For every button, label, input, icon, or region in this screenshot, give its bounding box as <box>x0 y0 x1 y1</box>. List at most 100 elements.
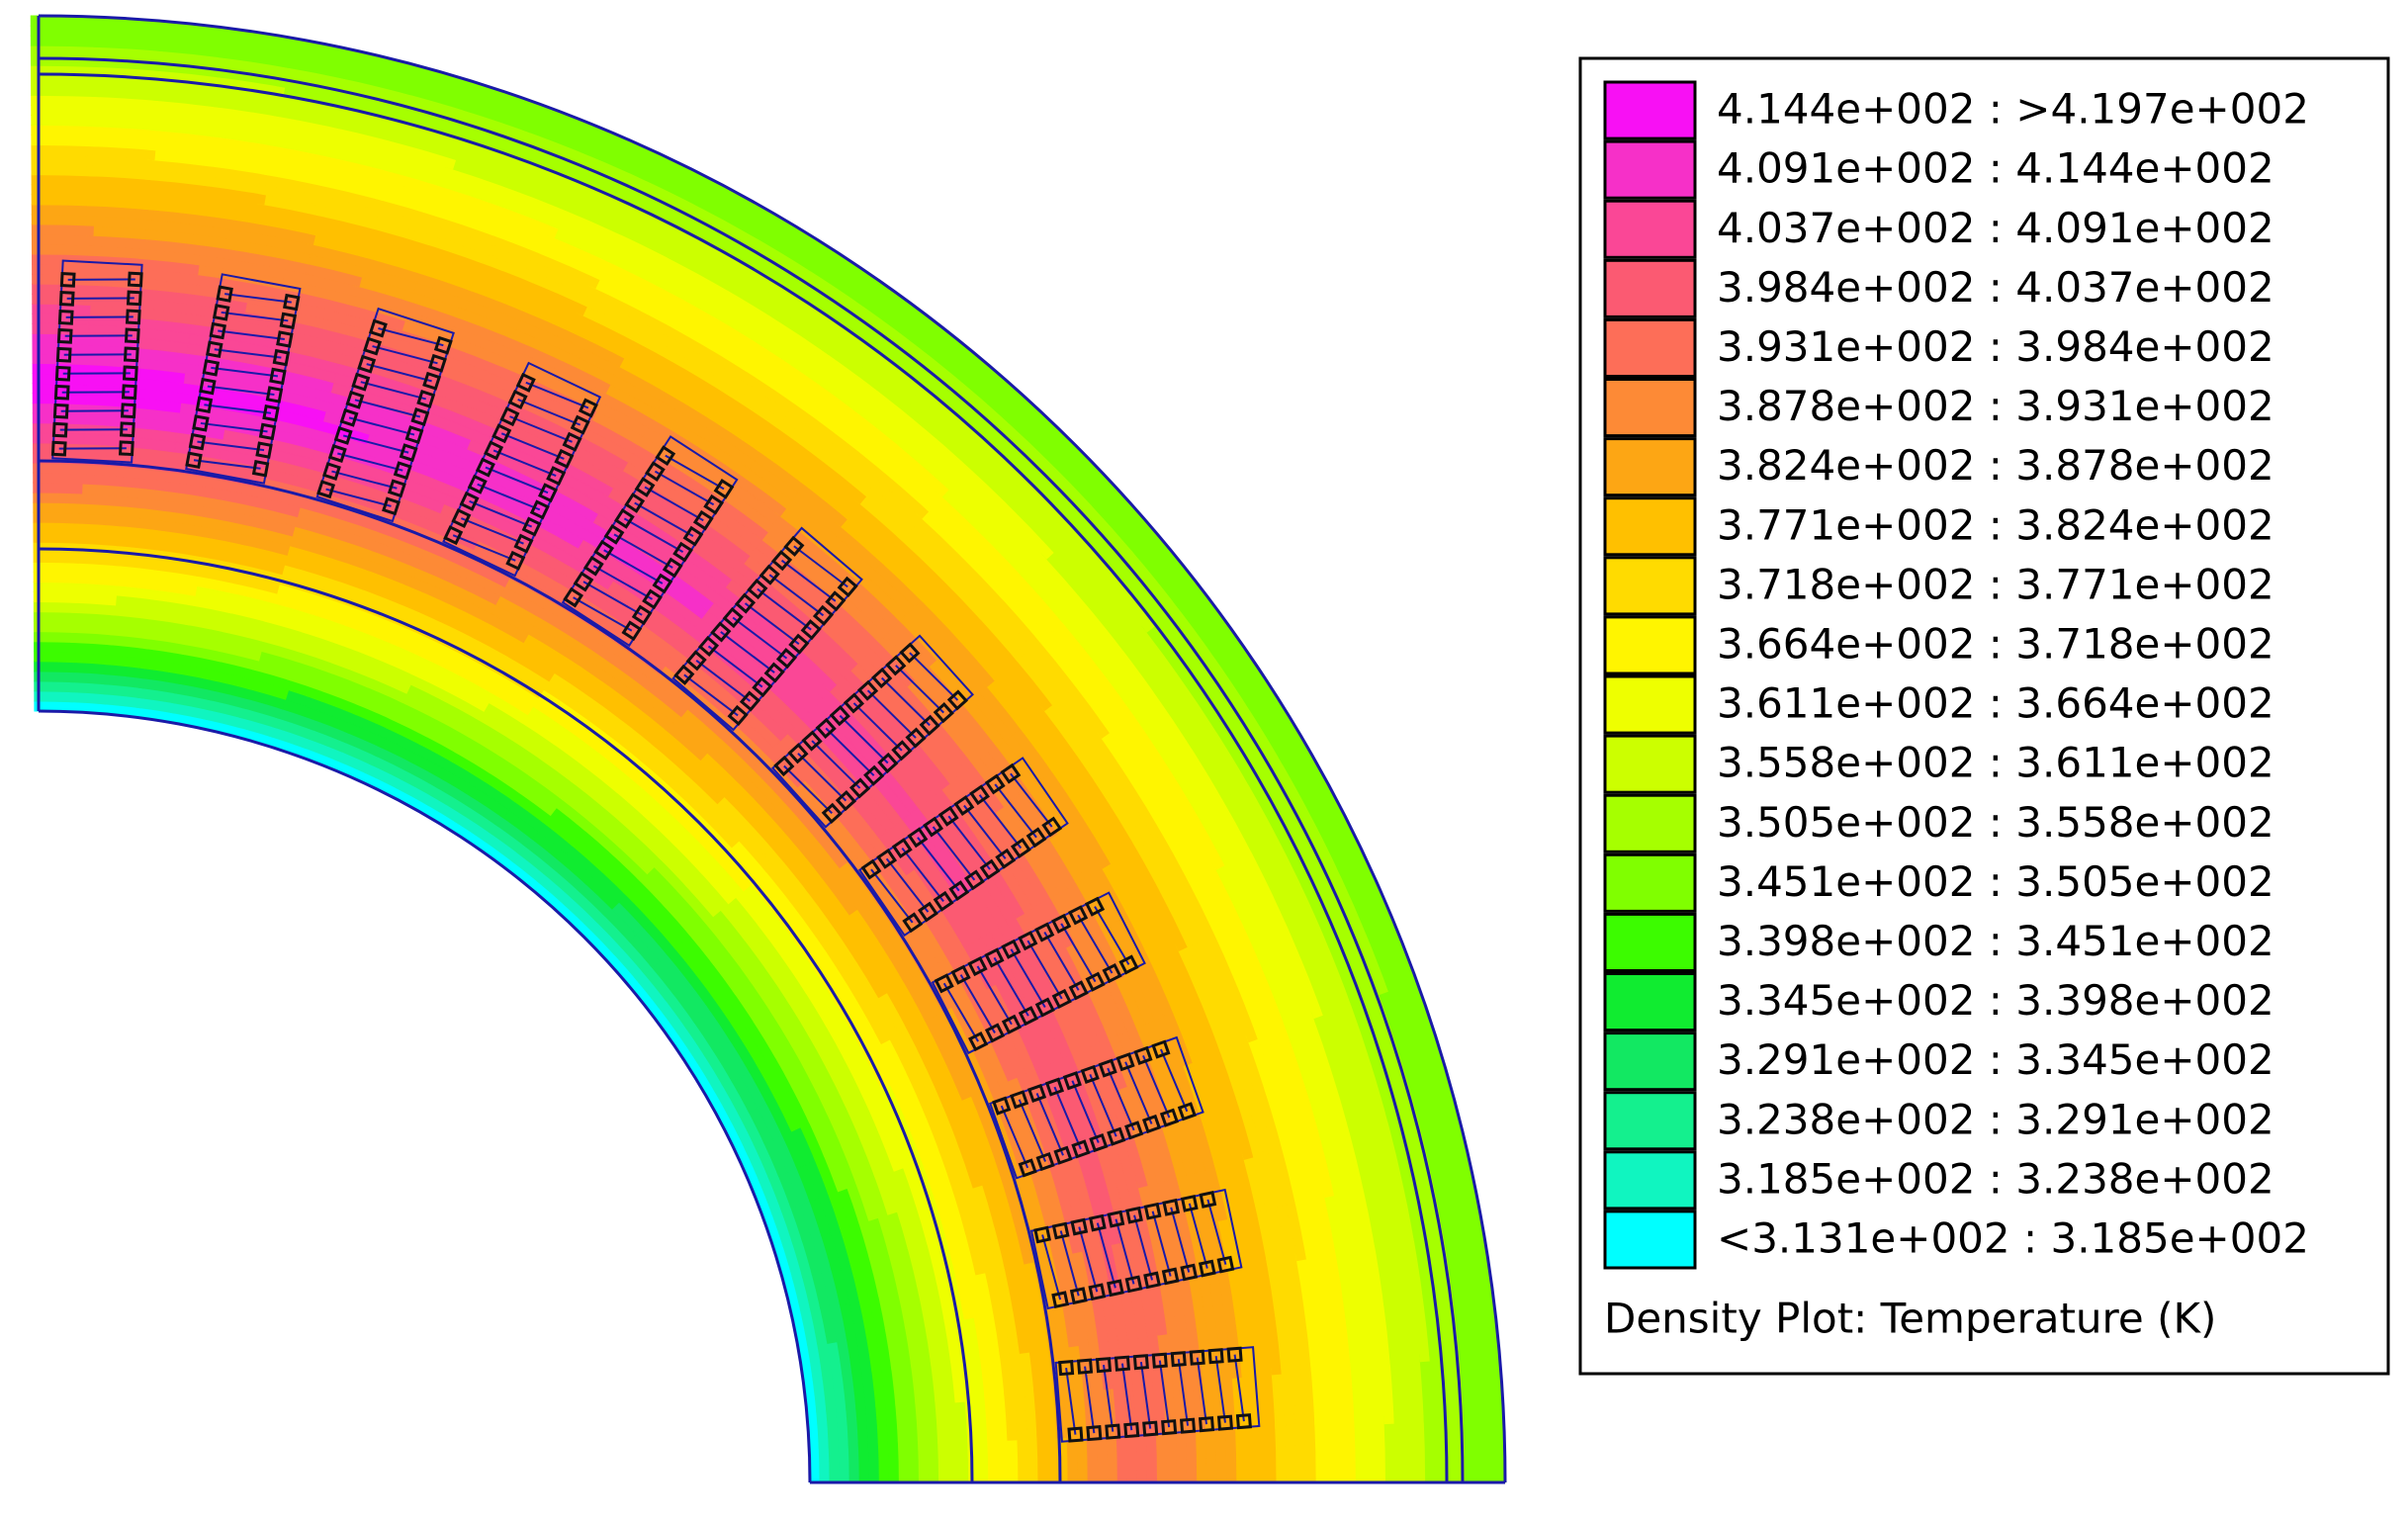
node <box>126 290 142 307</box>
field-cell <box>887 1439 900 1483</box>
node <box>459 491 480 511</box>
node <box>251 460 270 478</box>
node <box>1051 988 1072 1010</box>
field-cell <box>1334 1417 1347 1483</box>
node <box>505 550 526 571</box>
node <box>1010 838 1031 858</box>
field-cell <box>31 243 94 256</box>
node <box>933 890 954 912</box>
conductor-line <box>525 381 589 409</box>
node <box>801 730 823 752</box>
slot <box>185 273 302 485</box>
node <box>1132 1354 1149 1371</box>
node <box>950 964 971 985</box>
field-cell <box>1374 1415 1386 1483</box>
conductor-line <box>768 574 825 617</box>
field-cell <box>31 224 95 236</box>
node <box>212 304 230 321</box>
field-cell <box>33 462 84 475</box>
node <box>127 271 143 288</box>
node <box>899 642 921 664</box>
conductor-line <box>994 783 1037 839</box>
field-cell <box>33 521 81 534</box>
conductor-line <box>58 447 127 450</box>
node <box>122 365 138 382</box>
conductor-line <box>683 673 739 717</box>
legend-label: 4.144e+002 : >4.197e+002 <box>1717 85 2309 134</box>
conductor-line <box>1010 948 1046 1009</box>
field-cell <box>1007 1434 1020 1483</box>
node <box>1216 1414 1234 1431</box>
node <box>860 858 882 880</box>
conductor-line <box>63 353 132 356</box>
node <box>120 403 136 419</box>
node <box>50 440 67 457</box>
legend-label: 3.291e+002 : 3.345e+002 <box>1717 1035 2274 1084</box>
node <box>1180 1417 1197 1434</box>
conductor-line <box>811 740 861 789</box>
node <box>682 525 704 547</box>
conductor-line <box>744 602 800 645</box>
node <box>1026 827 1047 849</box>
node <box>773 755 795 777</box>
field-cell <box>33 511 82 524</box>
field-cell <box>34 641 76 654</box>
node <box>783 535 805 557</box>
node <box>1115 1052 1135 1072</box>
node <box>734 592 757 614</box>
field-cell <box>847 1441 860 1483</box>
conductor-line <box>1026 940 1063 1000</box>
node <box>546 466 567 487</box>
node <box>333 425 353 445</box>
legend-swatch <box>1603 317 1697 378</box>
conductor-line <box>665 454 725 491</box>
node <box>624 493 646 513</box>
node <box>484 440 504 461</box>
node <box>825 590 847 612</box>
field-cell <box>1294 1419 1307 1483</box>
node <box>747 579 768 600</box>
node <box>877 752 899 774</box>
node <box>428 353 447 373</box>
node <box>1026 1083 1047 1104</box>
field-cell <box>867 1440 880 1483</box>
field-cell <box>31 174 97 187</box>
node <box>582 555 604 577</box>
field-cell <box>33 611 77 623</box>
node <box>1088 1283 1107 1301</box>
field-cell <box>1463 1411 1476 1483</box>
field-cell <box>1175 1425 1189 1483</box>
node <box>948 880 970 902</box>
node <box>727 704 749 726</box>
conductor-line <box>1124 1061 1153 1124</box>
conductor-line <box>1096 1222 1116 1289</box>
boundary-arc <box>38 459 1062 1483</box>
conductor-line <box>62 372 131 375</box>
legend-swatch <box>1603 1150 1697 1210</box>
boundary-arc <box>38 56 1465 1483</box>
node <box>467 474 488 494</box>
node <box>634 477 656 497</box>
node <box>946 689 968 711</box>
node <box>1105 1423 1121 1440</box>
conductor-line <box>1065 1367 1077 1435</box>
legend-label: 3.398e+002 : 3.451e+002 <box>1717 917 2274 965</box>
node <box>1235 1413 1252 1430</box>
node <box>967 955 988 977</box>
field-cell <box>34 671 75 683</box>
field-cell <box>33 472 84 485</box>
node <box>1141 1114 1162 1134</box>
conductor-line <box>452 534 516 562</box>
legend-label: 3.878e+002 : 3.931e+002 <box>1717 382 2274 430</box>
node <box>121 384 137 401</box>
node <box>433 335 453 355</box>
node <box>891 740 913 762</box>
node <box>562 431 582 452</box>
field-cell <box>897 1439 910 1483</box>
field-cell <box>31 84 101 98</box>
field-cell <box>1393 1414 1407 1483</box>
node <box>1085 971 1106 992</box>
conductor-line <box>654 470 715 506</box>
node <box>1068 980 1089 1001</box>
node <box>1069 1287 1088 1305</box>
